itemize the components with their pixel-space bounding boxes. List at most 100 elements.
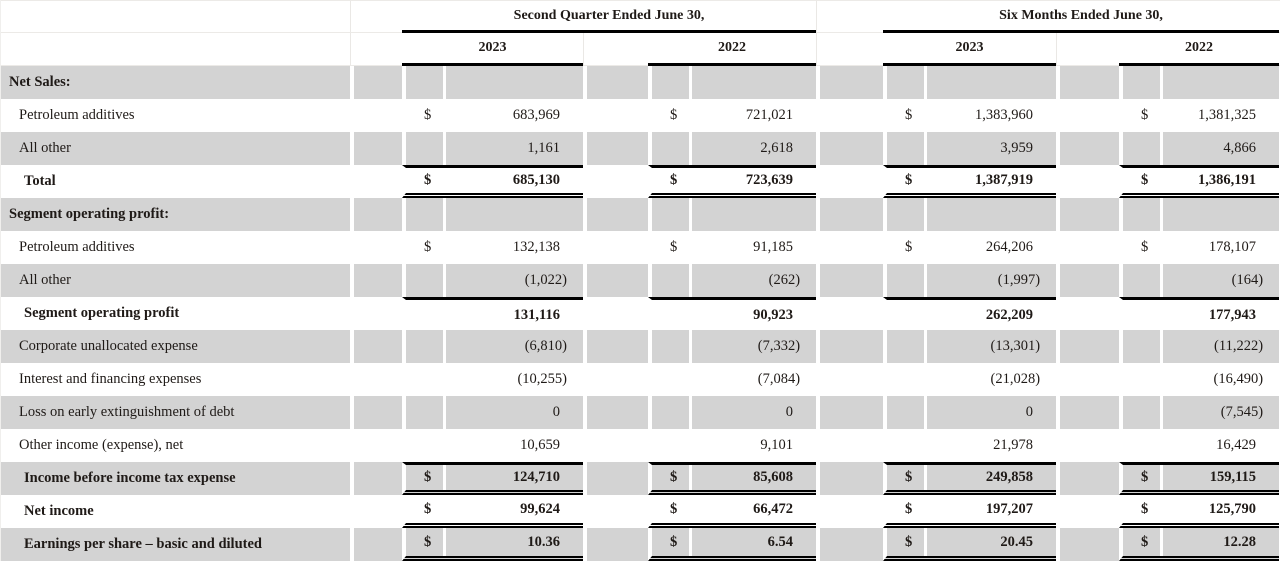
money-cell: $ 10.36 — [402, 528, 583, 561]
row-label: Interest and financing expenses — [19, 371, 202, 387]
row-label: Net Sales: — [1, 66, 350, 99]
money-cell: (6,810) — [402, 330, 583, 363]
spacer-cell — [816, 99, 883, 132]
money-cell: $ 159,115 — [1119, 462, 1280, 495]
money-cell: 3,959 — [883, 132, 1057, 165]
money-cell — [883, 66, 1057, 99]
cell-divider — [1160, 168, 1164, 193]
money-cell: (7,545) — [1119, 396, 1280, 429]
year-header-q2-2022: 2022 — [648, 33, 817, 66]
spacer-cell — [816, 396, 884, 429]
cell-value: (262) — [768, 272, 801, 288]
cell-value: 124,710 — [512, 469, 560, 485]
row-label: Segment operating profit — [24, 305, 180, 321]
money-cell: $ 91,185 — [648, 231, 816, 264]
cell-divider — [1160, 231, 1164, 264]
cell-divider — [924, 132, 928, 165]
cell-divider — [689, 429, 692, 462]
cell-value: 683,969 — [512, 107, 560, 123]
cell-divider — [689, 465, 692, 490]
spacer-cell — [583, 99, 648, 132]
money-cell: $ 6.54 — [648, 528, 817, 561]
cell-divider — [1160, 132, 1164, 165]
money-cell: $ 723,639 — [648, 165, 817, 198]
spacer-cell — [816, 33, 884, 66]
spacer-cell — [816, 0, 884, 33]
cell-value: 159,115 — [1209, 469, 1257, 485]
period-header-6m: Six Months Ended June 30, — [883, 0, 1280, 33]
cell-value: 1,383,960 — [975, 107, 1034, 123]
spacer-cell — [816, 198, 884, 231]
currency-symbol: $ — [1141, 172, 1149, 188]
cell-divider — [443, 495, 446, 523]
money-cell — [402, 198, 583, 231]
money-cell: (21,028) — [883, 363, 1056, 396]
cell-divider — [924, 231, 928, 264]
cell-divider — [1160, 99, 1164, 132]
cell-divider — [1160, 495, 1164, 523]
cell-value: 178,107 — [1208, 239, 1257, 255]
row-label: All other — [1, 264, 350, 297]
row-label: Net income — [24, 503, 94, 519]
spacer-cell — [350, 330, 402, 363]
money-cell: $ 1,381,325 — [1119, 99, 1279, 132]
spacer-cell — [816, 462, 884, 495]
money-cell: $ 85,608 — [648, 462, 817, 495]
cell-divider — [689, 396, 692, 429]
money-cell: 16,429 — [1119, 429, 1279, 462]
cell-divider — [443, 132, 446, 165]
currency-symbol: $ — [905, 107, 913, 123]
money-cell: $ 249,858 — [883, 462, 1057, 495]
money-cell — [1119, 198, 1280, 231]
cell-divider — [689, 66, 692, 99]
row-label: Income before income tax expense — [1, 462, 350, 495]
currency-symbol: $ — [424, 469, 432, 485]
spacer-cell — [350, 0, 402, 33]
cell-value: (7,545) — [1220, 404, 1264, 420]
table-row: Segment operating profit: — [1, 198, 1280, 231]
money-cell: (11,222) — [1119, 330, 1280, 363]
cell-divider — [1160, 429, 1164, 462]
cell-value: 99,624 — [520, 500, 560, 517]
table-row: Total $ 685,130 $ 723,639 $ 1,387,919 — [1, 165, 1280, 198]
spacer-cell — [1056, 33, 1120, 66]
cell-value: 262,209 — [985, 306, 1034, 323]
header-label-cell — [1, 33, 350, 66]
cell-value: (7,084) — [757, 371, 801, 387]
cell-divider — [689, 168, 692, 193]
cell-divider — [443, 300, 446, 330]
cell-divider — [689, 300, 692, 330]
cell-divider — [689, 132, 692, 165]
table-row: Income before income tax expense $ 124,7… — [1, 462, 1280, 495]
cell-divider — [924, 465, 928, 490]
money-cell: $ 1,386,191 — [1119, 165, 1280, 198]
spacer-cell — [583, 396, 648, 429]
cell-divider — [443, 528, 446, 556]
spacer-cell — [816, 330, 884, 363]
money-cell: $ 66,472 — [648, 495, 817, 528]
spacer-cell — [350, 429, 402, 462]
spacer-cell — [816, 66, 884, 99]
currency-symbol: $ — [1141, 469, 1149, 485]
cell-value: (1,997) — [997, 272, 1041, 288]
cell-divider — [689, 363, 692, 396]
money-cell: 90,923 — [648, 297, 817, 330]
money-cell: 4,866 — [1119, 132, 1280, 165]
currency-symbol: $ — [670, 469, 678, 485]
row-label: Loss on early extinguishment of debt — [1, 396, 350, 429]
spacer-cell — [1056, 165, 1119, 198]
cell-divider — [924, 495, 928, 523]
cell-divider — [924, 198, 928, 231]
cell-divider — [924, 528, 928, 556]
cell-value: 12.28 — [1223, 533, 1257, 550]
cell-divider — [689, 330, 692, 363]
spacer-cell — [583, 528, 648, 561]
cell-divider — [443, 465, 446, 490]
table-row: Petroleum additives $ 132,138 $ 91,185 $… — [1, 231, 1280, 264]
money-cell: $ 132,138 — [402, 231, 583, 264]
money-cell: $ 124,710 — [402, 462, 583, 495]
currency-symbol: $ — [905, 533, 913, 550]
money-cell: $ 721,021 — [648, 99, 816, 132]
money-cell: (7,084) — [648, 363, 816, 396]
cell-value: 20.45 — [1000, 533, 1034, 550]
